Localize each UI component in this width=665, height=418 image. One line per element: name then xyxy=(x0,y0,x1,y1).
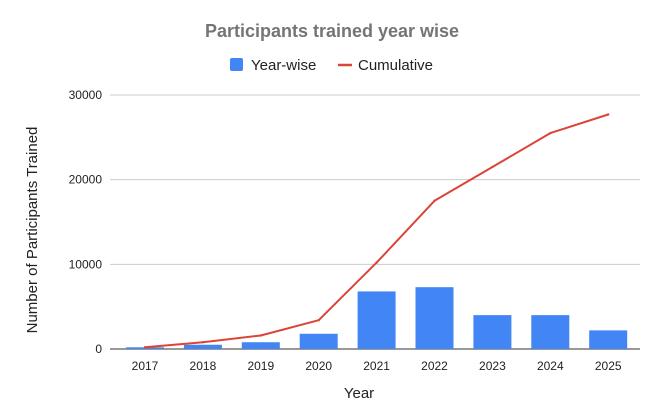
chart-title: Participants trained year wise xyxy=(205,21,459,41)
bar-2022 xyxy=(415,287,454,349)
y-tick-label-10000: 10000 xyxy=(69,257,103,271)
x-tick-label-2019: 2019 xyxy=(247,359,274,373)
point-cumulative-2023 xyxy=(491,165,494,169)
legend-swatch-year-wise xyxy=(230,58,243,71)
point-cumulative-2025 xyxy=(607,113,610,116)
point-cumulative-2018 xyxy=(201,341,205,344)
x-axis-ticks: 2017 2018 2019 2020 2021 2022 2023 2024 2025 xyxy=(132,359,622,373)
x-tick-label-2025: 2025 xyxy=(595,359,622,373)
y-tick-label-0: 0 xyxy=(95,342,102,356)
y-tick-label-20000: 20000 xyxy=(69,173,103,187)
x-tick-label-2020: 2020 xyxy=(305,359,332,373)
y-axis-ticks: 0 10000 20000 30000 xyxy=(69,88,103,356)
x-tick-label-2017: 2017 xyxy=(132,359,159,373)
point-cumulative-2022 xyxy=(433,199,436,203)
y-axis-title: Number of Participants Trained xyxy=(24,127,41,334)
bar-2019 xyxy=(241,342,280,349)
point-cumulative-2024 xyxy=(549,131,552,135)
legend-label-year-wise: Year-wise xyxy=(251,57,316,74)
bars-year-wise xyxy=(126,287,628,349)
y-tick-label-30000: 30000 xyxy=(69,88,103,102)
legend-label-cumulative: Cumulative xyxy=(358,57,433,74)
x-tick-label-2021: 2021 xyxy=(363,359,390,373)
bar-2020 xyxy=(299,333,338,349)
point-cumulative-2020 xyxy=(317,319,320,322)
point-cumulative-2021 xyxy=(375,261,378,264)
bar-2024 xyxy=(531,315,570,349)
x-tick-label-2022: 2022 xyxy=(421,359,448,373)
bar-2023 xyxy=(473,315,512,349)
x-tick-label-2024: 2024 xyxy=(537,359,564,373)
x-tick-label-2018: 2018 xyxy=(190,359,217,373)
point-cumulative-2017 xyxy=(143,346,147,349)
bar-2018 xyxy=(183,344,222,349)
x-axis-title: Year xyxy=(344,385,374,402)
bar-2021 xyxy=(357,291,396,349)
point-cumulative-2019 xyxy=(259,334,262,337)
bar-2025 xyxy=(589,330,628,349)
x-tick-label-2023: 2023 xyxy=(479,359,506,373)
legend: Year-wise Cumulative xyxy=(230,57,433,74)
line-cumulative-layer xyxy=(143,113,610,349)
